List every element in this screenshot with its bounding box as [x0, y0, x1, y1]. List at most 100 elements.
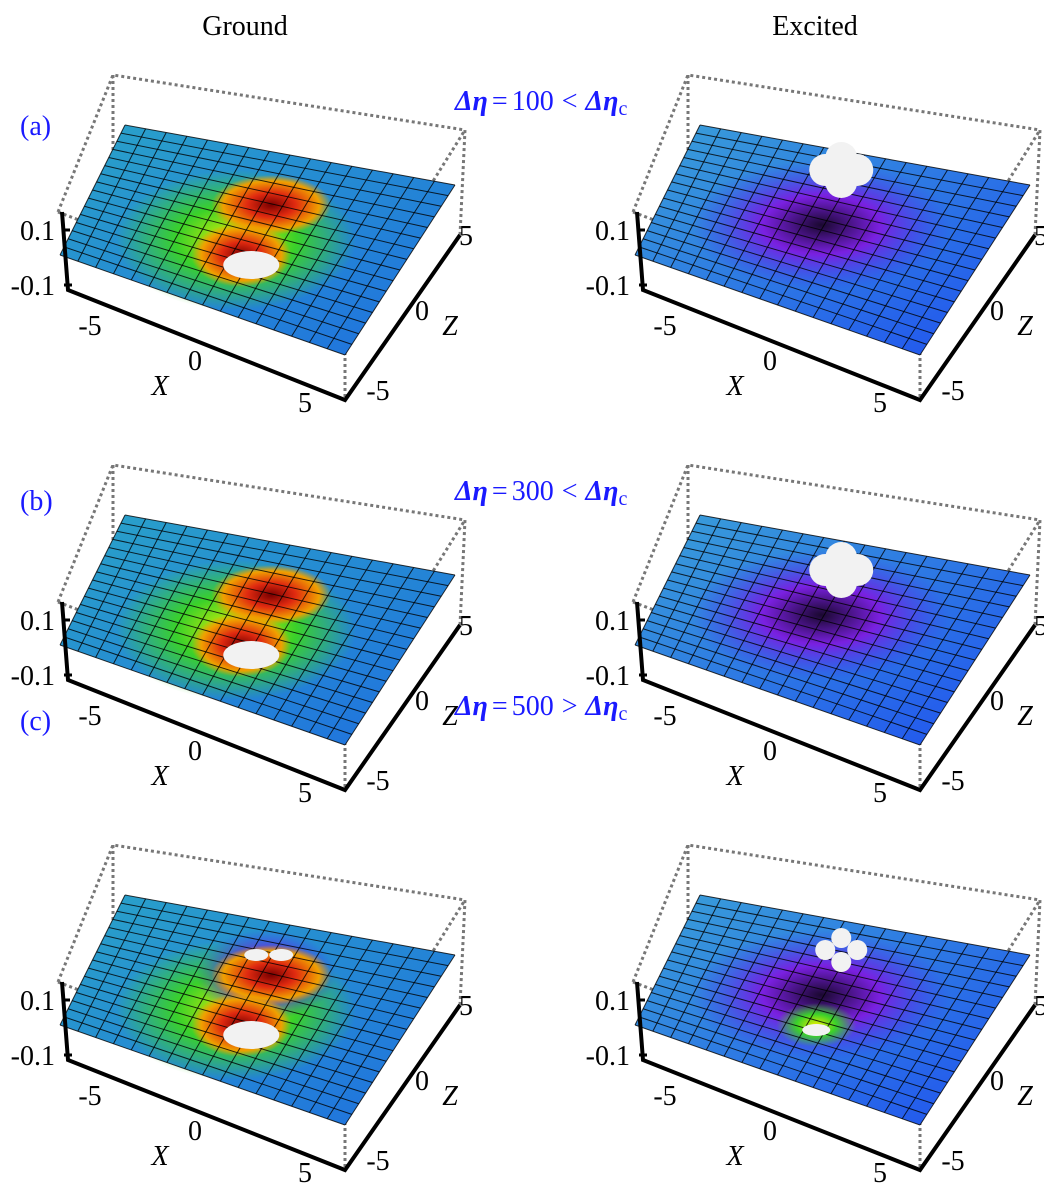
surface-top	[831, 928, 851, 948]
eq-rhs: Δη	[585, 691, 619, 722]
z-tick-label: -5	[941, 766, 964, 797]
x-axis-label: X	[725, 1141, 744, 1172]
surface-hole	[223, 641, 279, 669]
z-tick-label: -5	[366, 1146, 389, 1177]
x-tick-label: 0	[763, 736, 777, 767]
vertical-tick-label: -0.1	[11, 271, 55, 302]
eq-equals: =	[492, 691, 508, 722]
eq-relation: >	[562, 691, 578, 722]
surface-panel: 0.1 -0.1 -5 0 5 X -5 0 5 Z	[586, 75, 1044, 419]
vertical-tick-label: -0.1	[586, 661, 630, 692]
vertical-tick-label: 0.1	[595, 216, 630, 247]
eq-value: 300	[512, 476, 554, 507]
x-tick-label: -5	[653, 701, 676, 732]
eq-equals: =	[492, 476, 508, 507]
surface-top	[825, 566, 857, 598]
z-tick-label: 5	[459, 611, 473, 642]
x-axis-label: X	[150, 1141, 169, 1172]
z-tick-label: 5	[1034, 221, 1044, 252]
z-tick-label: -5	[366, 376, 389, 407]
eq-rhs: Δη	[585, 476, 619, 507]
surface-hole	[223, 1021, 279, 1049]
z-tick-label: -5	[366, 766, 389, 797]
figure: Ground Excited (a)Δη=100<Δηc0.1-0.1-505X…	[0, 0, 1044, 1194]
surface-hole	[223, 251, 279, 279]
row-label: (a)	[20, 111, 51, 142]
surface-panel: 0.1-0.1-505X-505Z	[11, 75, 473, 419]
eq-lhs: Δη	[454, 691, 488, 722]
surface-top	[244, 949, 268, 961]
surface-top	[831, 952, 851, 972]
z-tick-label: 0	[990, 296, 1004, 327]
z-tick-label: 5	[459, 991, 473, 1022]
z-tick-label: 5	[459, 221, 473, 252]
vertical-tick-label: -0.1	[11, 661, 55, 692]
z-tick-label: -5	[941, 376, 964, 407]
eq-relation: <	[562, 476, 578, 507]
vertical-tick-label: 0.1	[595, 606, 630, 637]
x-tick-label: 0	[763, 346, 777, 377]
surface-top	[847, 940, 867, 960]
equation: Δη=500>Δηc	[454, 691, 627, 725]
x-axis-label: X	[150, 371, 169, 402]
column-header: Excited	[772, 11, 858, 42]
z-axis-label: Z	[442, 311, 458, 342]
surface-panel: 0.1-0.1-505X-505Z	[11, 465, 473, 809]
z-tick-label: 0	[415, 686, 429, 717]
eq-relation: <	[562, 86, 578, 117]
vertical-tick-label: -0.1	[11, 1041, 55, 1072]
vertical-tick-label: -0.1	[586, 1041, 630, 1072]
z-tick-label: 5	[1034, 991, 1044, 1022]
z-tick-label: 0	[990, 1066, 1004, 1097]
z-tick-label: -5	[941, 1146, 964, 1177]
surface-top	[269, 949, 293, 961]
equation: Δη=100<Δηc	[454, 86, 627, 120]
vertical-tick-label: -0.1	[586, 271, 630, 302]
x-tick-label: 5	[873, 1158, 887, 1189]
z-axis-label: Z	[1017, 701, 1033, 732]
x-tick-label: 0	[188, 346, 202, 377]
eq-subscript: c	[618, 98, 627, 120]
column-header: Ground	[202, 11, 288, 42]
x-tick-label: 0	[188, 736, 202, 767]
eq-value: 100	[512, 86, 554, 117]
x-tick-label: -5	[78, 701, 101, 732]
eq-rhs: Δη	[585, 86, 619, 117]
equation: Δη=300<Δηc	[454, 476, 627, 510]
eq-subscript: c	[618, 703, 627, 725]
x-tick-label: -5	[653, 1081, 676, 1112]
z-axis-label: Z	[1017, 311, 1033, 342]
z-tick-label: 0	[415, 1066, 429, 1097]
x-axis-label: X	[150, 761, 169, 792]
z-axis-label: Z	[442, 1081, 458, 1112]
surface-top	[825, 166, 857, 198]
x-tick-label: 5	[298, 1158, 312, 1189]
surface-top	[815, 940, 835, 960]
x-tick-label: -5	[653, 311, 676, 342]
surface-hole	[802, 1024, 830, 1036]
x-tick-label: 5	[298, 778, 312, 809]
eq-value: 500	[512, 691, 554, 722]
x-tick-label: 5	[873, 388, 887, 419]
row-label: (c)	[20, 706, 51, 737]
x-tick-label: 5	[873, 778, 887, 809]
x-tick-label: 0	[188, 1116, 202, 1147]
eq-subscript: c	[618, 488, 627, 510]
eq-lhs: Δη	[454, 86, 488, 117]
z-tick-label: 0	[990, 686, 1004, 717]
z-tick-label: 0	[415, 296, 429, 327]
vertical-tick-label: 0.1	[595, 986, 630, 1017]
row-label: (b)	[20, 486, 53, 517]
x-axis-label: X	[725, 371, 744, 402]
surface-panel: 0.1 -0.1 -5 0 5 X -5 0 5 Z	[586, 465, 1044, 809]
eq-lhs: Δη	[454, 476, 488, 507]
vertical-tick-label: 0.1	[20, 986, 55, 1017]
x-tick-label: 0	[763, 1116, 777, 1147]
z-tick-label: 5	[1034, 611, 1044, 642]
x-tick-label: 5	[298, 388, 312, 419]
vertical-tick-label: 0.1	[20, 606, 55, 637]
x-tick-label: -5	[78, 1081, 101, 1112]
x-axis-label: X	[725, 761, 744, 792]
surface-panel: 0.1 -0.1 -5 0 5 X -5 0 5 Z	[11, 845, 473, 1189]
surface-panel: 0.1-0.1-505X-505Z	[586, 845, 1044, 1189]
